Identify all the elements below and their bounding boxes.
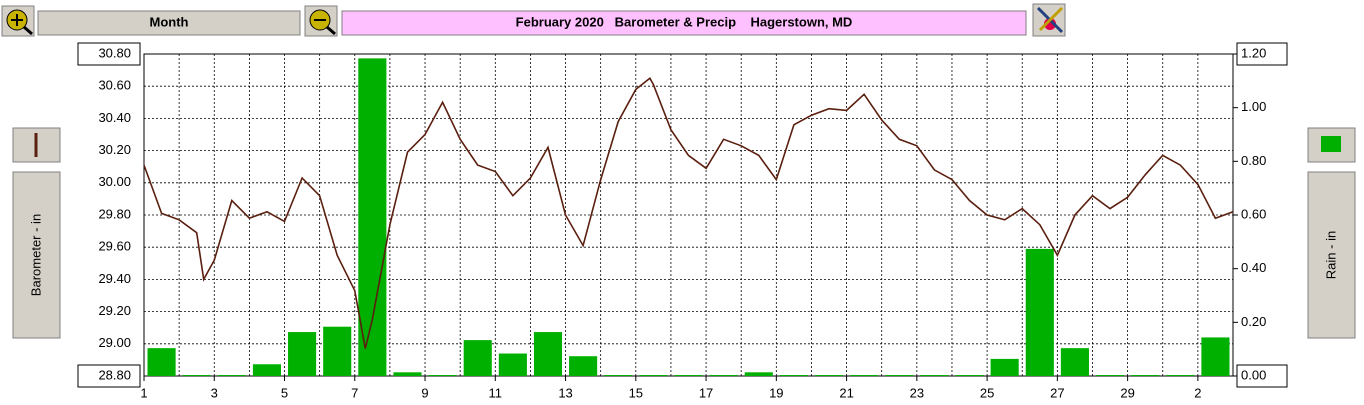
bar xyxy=(1095,375,1125,376)
bar xyxy=(709,375,738,376)
bar xyxy=(217,375,246,376)
bar xyxy=(1131,375,1160,376)
zoom-out[interactable] xyxy=(304,5,338,37)
x-tick-label: 11 xyxy=(489,385,503,400)
bar xyxy=(463,340,492,376)
bar xyxy=(428,375,457,376)
y-tick-label: 29.40 xyxy=(98,271,131,286)
bar xyxy=(1060,348,1089,376)
y-tick-label: 30.60 xyxy=(98,78,131,93)
y-tick-label: 30.00 xyxy=(98,174,131,189)
bar xyxy=(1025,248,1054,376)
x-tick-label: 1 xyxy=(140,385,147,400)
bar xyxy=(779,375,808,376)
bar xyxy=(885,375,914,376)
tick-box xyxy=(1236,364,1288,388)
tick-box xyxy=(77,364,141,388)
y2-tick-label: 0.00 xyxy=(1241,367,1266,382)
y2-tick-label: 1.00 xyxy=(1241,99,1266,114)
bar xyxy=(744,372,773,376)
tick-box xyxy=(77,42,141,66)
bar xyxy=(498,353,527,376)
bar xyxy=(990,358,1019,376)
y-axis-button[interactable] xyxy=(12,171,61,339)
barometer-line xyxy=(143,76,1234,349)
x-tick-label: 21 xyxy=(839,385,853,400)
y-axis-label: Barometer - in xyxy=(28,214,43,296)
x-tick-label: 3 xyxy=(211,385,218,400)
bar xyxy=(850,375,879,376)
x-tick-label: 9 xyxy=(421,385,428,400)
bar xyxy=(814,375,844,376)
y2-axis-button[interactable] xyxy=(1307,171,1356,339)
bar xyxy=(252,364,282,376)
month-label: Month xyxy=(150,14,189,29)
x-tick-label: 15 xyxy=(629,385,643,400)
bar xyxy=(393,372,422,376)
y2-tick-label: 0.20 xyxy=(1241,314,1266,329)
y2-tick-label: 0.40 xyxy=(1241,260,1266,275)
chart-title: February 2020 Barometer & Precip Hagerst… xyxy=(516,14,853,29)
y-tick-label: 29.20 xyxy=(98,303,131,318)
zoom-in[interactable] xyxy=(1,5,35,37)
x-tick-label: 5 xyxy=(281,385,288,400)
bar xyxy=(955,375,984,376)
bar xyxy=(1201,337,1230,376)
y-tick-label: 28.80 xyxy=(98,367,131,382)
bar xyxy=(182,375,211,376)
title-box xyxy=(341,10,1027,36)
x-tick-label: 13 xyxy=(558,385,572,400)
bar xyxy=(147,348,176,376)
y2-tick-label: 0.80 xyxy=(1241,153,1266,168)
y2-tick-label: 1.20 xyxy=(1241,45,1266,60)
x-tick-label: 27 xyxy=(1050,385,1064,400)
y-tick-label: 30.40 xyxy=(98,110,131,125)
bar xyxy=(1166,375,1195,376)
tick-box xyxy=(1236,42,1288,66)
bar xyxy=(639,375,668,376)
x-tick-label: 25 xyxy=(980,385,994,400)
bar xyxy=(604,375,633,376)
y-tick-label: 29.00 xyxy=(98,335,131,350)
month-button[interactable] xyxy=(37,10,301,36)
y2-axis-label: Rain - in xyxy=(1323,231,1338,279)
settings-icon[interactable] xyxy=(1032,3,1066,37)
x-tick-label: 19 xyxy=(769,385,783,400)
bar xyxy=(674,375,703,376)
bar xyxy=(533,332,563,376)
x-tick-label: 23 xyxy=(910,385,924,400)
x-tick-label: 29 xyxy=(1120,385,1134,400)
y-tick-label: 29.60 xyxy=(98,239,131,254)
bar-swatch xyxy=(1321,136,1341,152)
bar xyxy=(920,375,949,376)
x-tick-label: 17 xyxy=(699,385,713,400)
bar xyxy=(323,326,352,376)
y-tick-label: 30.20 xyxy=(98,142,131,157)
bar xyxy=(288,332,317,376)
y2-tick-label: 0.60 xyxy=(1241,206,1266,221)
y-tick-label: 29.80 xyxy=(98,206,131,221)
y-tick-label: 30.80 xyxy=(98,45,131,60)
x-tick-label: 2 xyxy=(1194,385,1201,400)
bar xyxy=(569,356,598,376)
bar xyxy=(358,58,387,376)
x-tick-label: 7 xyxy=(351,385,358,400)
